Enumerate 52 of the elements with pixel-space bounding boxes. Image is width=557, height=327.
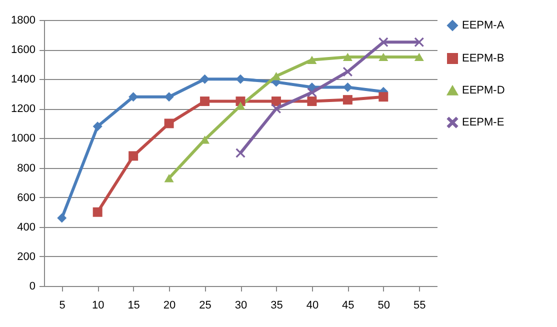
point bbox=[200, 136, 210, 144]
legend-label: EEPM-B bbox=[462, 52, 504, 64]
point bbox=[200, 96, 210, 106]
point bbox=[414, 37, 424, 47]
point bbox=[271, 96, 281, 106]
x-tick-label: 35 bbox=[270, 300, 283, 312]
point bbox=[128, 151, 138, 161]
point bbox=[236, 148, 246, 158]
point bbox=[164, 118, 174, 128]
point bbox=[307, 96, 317, 106]
point bbox=[57, 213, 67, 223]
y-tick-label: 1800 bbox=[11, 14, 36, 26]
point bbox=[164, 174, 174, 182]
x-tick-label: 50 bbox=[378, 300, 390, 312]
point bbox=[307, 88, 317, 98]
legend-label: EEPM-D bbox=[462, 84, 505, 96]
y-tick-label: 1400 bbox=[11, 74, 36, 86]
x-tick-label: 10 bbox=[92, 300, 104, 312]
point bbox=[92, 122, 102, 132]
y-tick-label: 600 bbox=[17, 192, 36, 204]
legend-label: EEPM-A bbox=[462, 20, 505, 32]
x-tick-label: 5 bbox=[59, 300, 66, 312]
point bbox=[342, 66, 352, 76]
y-tick-label: 1200 bbox=[11, 103, 36, 116]
legend-label: EEPM-E bbox=[462, 116, 504, 128]
point bbox=[342, 95, 352, 105]
point bbox=[271, 104, 281, 114]
point bbox=[128, 92, 138, 102]
point bbox=[378, 92, 388, 102]
point bbox=[164, 92, 174, 102]
y-tick-label: 1600 bbox=[11, 44, 36, 56]
x-tick-label: 30 bbox=[234, 300, 248, 312]
x-tick-label: 55 bbox=[414, 300, 426, 312]
x-tick-label: 25 bbox=[199, 300, 212, 312]
y-tick-label: 400 bbox=[17, 221, 36, 234]
x-tick-label: 40 bbox=[306, 300, 319, 312]
point bbox=[378, 37, 388, 47]
point bbox=[342, 82, 352, 92]
point bbox=[378, 52, 388, 62]
point bbox=[200, 74, 210, 84]
point bbox=[414, 52, 424, 62]
y-tick-label: 1000 bbox=[11, 132, 36, 145]
point bbox=[236, 74, 246, 84]
x-tick-label: 45 bbox=[342, 300, 354, 312]
y-tick-label: 800 bbox=[17, 162, 36, 174]
y-tick-label: 200 bbox=[17, 250, 36, 263]
x-tick-label: 20 bbox=[163, 300, 176, 312]
y-tick-label: 0 bbox=[29, 280, 36, 292]
point bbox=[342, 52, 352, 62]
x-tick-label: 15 bbox=[128, 300, 140, 312]
point bbox=[307, 56, 317, 64]
point bbox=[92, 207, 102, 217]
